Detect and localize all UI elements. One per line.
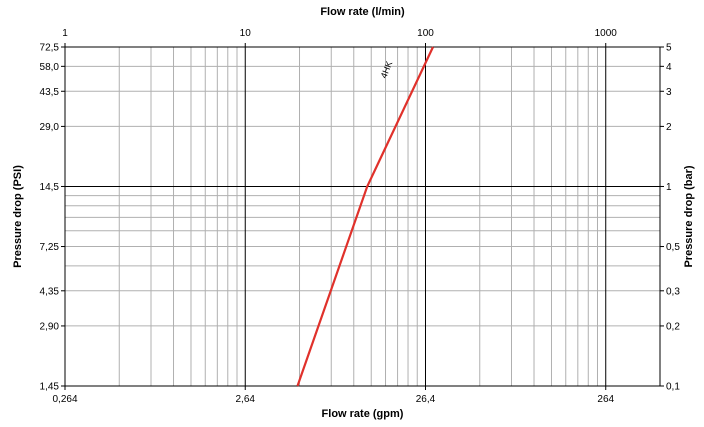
right-tick-label: 5 bbox=[666, 43, 672, 54]
right-axis-title: Pressure drop (bar) bbox=[683, 165, 695, 267]
left-tick-label: 58,0 bbox=[40, 62, 60, 73]
minor-grid bbox=[65, 46, 661, 387]
bottom-tick-label: 0,264 bbox=[52, 394, 77, 405]
tick-labels: 1 10 100 1000 0,264 2,64 26,4 264 1,45 2,90 4,35 7,… bbox=[40, 28, 681, 405]
top-tick-label: 1 bbox=[62, 28, 68, 39]
left-tick-label: 4,35 bbox=[40, 286, 60, 297]
right-tick-label: 4 bbox=[666, 62, 672, 73]
left-tick-label: 29,0 bbox=[40, 122, 60, 133]
axis-ticks bbox=[61, 43, 664, 390]
bottom-axis-title: Flow rate (gpm) bbox=[322, 408, 404, 420]
bottom-tick-label: 264 bbox=[597, 394, 614, 405]
right-tick-label: 1 bbox=[666, 182, 672, 193]
left-axis-title: Pressure drop (PSI) bbox=[12, 165, 24, 268]
left-tick-label: 14,5 bbox=[40, 182, 60, 193]
bottom-tick-label: 2,64 bbox=[236, 394, 256, 405]
series-line-4hk bbox=[296, 46, 434, 387]
top-tick-label: 1000 bbox=[595, 28, 618, 39]
top-tick-label: 100 bbox=[417, 28, 434, 39]
series-label-4hk: 4HK bbox=[379, 60, 395, 80]
series-layer: 4HK bbox=[296, 46, 434, 387]
left-tick-label: 43,5 bbox=[40, 87, 60, 98]
left-tick-label: 2,90 bbox=[40, 321, 60, 332]
left-tick-label: 1,45 bbox=[40, 382, 60, 393]
plot-frame bbox=[64, 46, 661, 387]
left-tick-label: 72,5 bbox=[40, 43, 60, 54]
right-tick-label: 2 bbox=[666, 122, 672, 133]
right-tick-label: 0,2 bbox=[666, 321, 680, 332]
top-tick-label: 10 bbox=[240, 28, 252, 39]
left-tick-label: 7,25 bbox=[40, 242, 60, 253]
right-tick-label: 3 bbox=[666, 87, 672, 98]
bottom-tick-label: 26,4 bbox=[416, 394, 436, 405]
major-grid bbox=[64, 47, 660, 386]
top-axis-title: Flow rate (l/min) bbox=[320, 6, 405, 18]
right-tick-label: 0,5 bbox=[666, 242, 680, 253]
right-tick-label: 0,3 bbox=[666, 286, 680, 297]
right-tick-label: 0,1 bbox=[666, 382, 680, 393]
